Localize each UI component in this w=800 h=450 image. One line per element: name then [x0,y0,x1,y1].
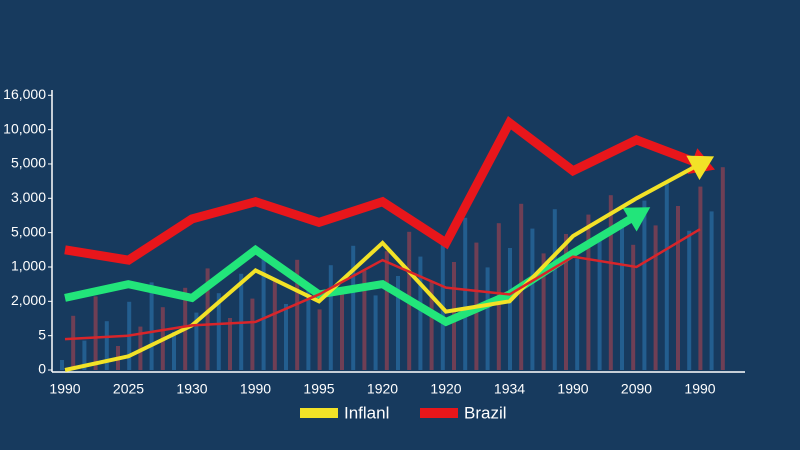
arrow-head [686,155,715,180]
x-tick-label: 1920 [367,381,398,397]
background-bar [104,321,109,370]
y-tick-label: 2,000 [11,292,46,308]
y-tick-label: 16,000 [3,86,46,102]
legend-swatch [420,408,458,418]
y-tick-label: 0 [38,361,46,377]
background-bar [418,256,423,370]
background-bar [642,200,647,370]
y-tick-label: 5 [38,326,46,342]
background-bar [340,290,344,370]
background-bar [149,282,154,370]
y-tick-label: 10,000 [3,120,46,136]
y-tick-label: 1,000 [11,258,46,274]
background-bar [194,312,199,370]
x-tick-label: 1990 [684,381,715,397]
x-tick-label: 1930 [176,381,207,397]
background-bar [205,268,210,370]
background-bar [306,284,311,370]
background-bar [317,309,322,370]
background-bar [261,254,266,370]
background-bar [362,270,367,370]
background-bar [575,258,580,370]
background-bar [396,276,400,370]
background-bar [676,206,680,370]
background-bar [216,293,221,370]
background-bar [328,265,333,370]
series-line [64,228,701,341]
background-bar [631,244,636,370]
background-bar [530,228,535,370]
background-bar [552,209,557,370]
background-bar [597,239,602,370]
x-tick-label: 2090 [621,381,652,397]
legend-label: Brazil [464,403,507,422]
background-bar [586,214,591,370]
background-bar [720,167,725,370]
background-bar [564,234,568,370]
x-tick-label: 2025 [113,381,144,397]
background-bar [608,195,613,370]
background-bar [373,295,378,370]
series-line [64,212,639,327]
background-bar [284,304,288,370]
y-tick-label: 3,000 [11,189,46,205]
series-line [64,115,702,265]
background-bar [295,259,300,370]
arrow-head [622,207,651,232]
background-bar [71,315,76,370]
y-tick-label: 5,000 [11,223,46,239]
background-bar [709,211,714,370]
x-tick-label: 1990 [240,381,271,397]
background-bar [228,318,232,370]
background-bar [463,217,468,370]
background-bar [250,298,255,370]
legend-swatch [300,408,338,418]
background-bar [653,225,658,370]
background-bar [440,237,445,370]
legend-label: Inflanl [344,403,389,422]
background-bar [272,279,277,370]
y-tick-label: 5,000 [11,155,46,171]
background-bar [384,251,389,370]
series-line [64,162,701,372]
background-bar [485,267,490,370]
x-tick-label: 1920 [430,381,461,397]
background-bar [687,230,692,370]
x-tick-label: 1934 [494,381,525,397]
background-bar [541,253,546,370]
background-bar [172,332,176,370]
background-bar [351,245,356,370]
background-bar [93,296,98,370]
x-tick-label: 1990 [557,381,588,397]
x-tick-label: 1990 [49,381,80,397]
background-bar [429,281,434,370]
background-bar [620,220,624,370]
background-bar [664,181,669,370]
background-bar [60,360,64,370]
background-bar [82,340,87,370]
background-bar [508,248,512,370]
x-tick-label: 1995 [303,381,334,397]
background-bar [698,186,703,370]
